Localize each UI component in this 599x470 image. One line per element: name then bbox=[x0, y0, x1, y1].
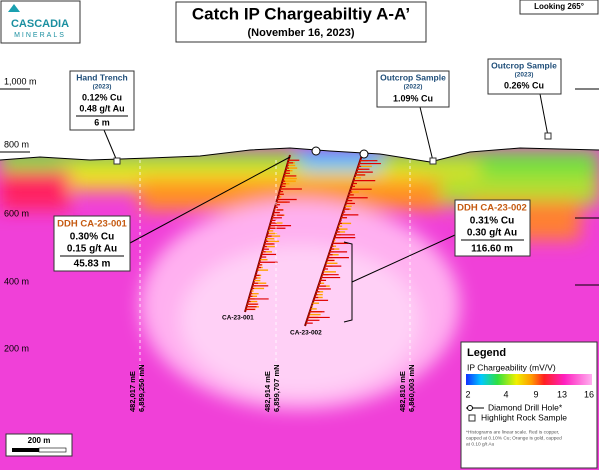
legend-note: *Histograms are linear scale. Red is cop… bbox=[466, 429, 559, 435]
callout-value: 0.26% Cu bbox=[504, 80, 544, 90]
callout-value: 45.83 m bbox=[74, 259, 111, 270]
callout-title: DDH CA-23-002 bbox=[457, 203, 527, 214]
northing: 6,859,707 mN bbox=[272, 364, 281, 412]
title: Catch IP Chargeabiltiy A-A’ bbox=[192, 4, 410, 23]
coordinates: 482,017 mE 6,859,250 mN 482,914 mE 6,859… bbox=[128, 160, 416, 412]
callout-title: Outcrop Sample bbox=[491, 60, 557, 70]
view-box bbox=[519, 0, 599, 15]
hole-callout: DDH CA-23-001 0.30% Cu 0.15 g/t Au 45.83… bbox=[53, 156, 291, 272]
hole-label: CA-23-002 bbox=[290, 330, 322, 337]
callout-value: 0.31% Cu bbox=[470, 216, 514, 227]
callout-value: 0.48 g/t Au bbox=[79, 103, 124, 113]
elevation-label: 200 m bbox=[4, 343, 29, 353]
legend-item: Diamond Drill Hole* bbox=[488, 402, 563, 412]
leader bbox=[129, 156, 291, 244]
subtitle: (November 16, 2023) bbox=[248, 27, 355, 39]
callout-box bbox=[487, 58, 562, 95]
callout-box bbox=[454, 199, 531, 257]
leader bbox=[419, 106, 434, 162]
callout-value: 0.15 g/t Au bbox=[67, 244, 117, 255]
callout-value: 1.09% Cu bbox=[393, 93, 433, 103]
easting: 482,017 mE bbox=[128, 371, 137, 412]
drill-holes: CA-23-001 CA-23-002 bbox=[222, 146, 381, 337]
scale-bar bbox=[38, 447, 67, 453]
callout-title: Outcrop Sample bbox=[380, 72, 446, 82]
legend: Legend IP Chargeability (mV/V) 2 4 9 13 16 D… bbox=[460, 341, 598, 469]
callout-year: (2022) bbox=[404, 84, 423, 91]
callout-value: 0.30 g/t Au bbox=[467, 228, 517, 239]
colorbar-tick: 4 bbox=[503, 389, 508, 399]
elevation-label: 1,000 m bbox=[4, 76, 37, 86]
leader bbox=[343, 234, 456, 323]
title-box bbox=[175, 1, 427, 43]
elevation-label: 400 m bbox=[4, 276, 29, 286]
easting: 482,810 mE bbox=[398, 371, 407, 412]
callout-value: 0.30% Cu bbox=[70, 232, 114, 243]
colorbar-tick: 9 bbox=[533, 389, 538, 399]
legend-item: Highlight Rock Sample bbox=[481, 412, 567, 422]
sample-callout: Outcrop Sample (2022) 1.09% Cu bbox=[376, 70, 450, 165]
logo-name: CASCADIA bbox=[11, 18, 69, 30]
elevation-label: 800 m bbox=[4, 139, 29, 149]
collar bbox=[311, 146, 321, 156]
leader bbox=[539, 93, 549, 137]
sample-marker bbox=[429, 157, 437, 165]
easting: 482,914 mE bbox=[263, 371, 272, 412]
elevation-axis: 1,000 m 800 m 600 m 400 m 200 m bbox=[0, 76, 599, 353]
logo-sub: MINERALS bbox=[14, 32, 66, 39]
callout-box bbox=[69, 70, 135, 131]
callout-year: (2023) bbox=[93, 84, 112, 91]
collar bbox=[359, 149, 369, 159]
colorbar-tick: 16 bbox=[584, 389, 594, 399]
topography bbox=[0, 147, 599, 163]
colorbar-tick: 2 bbox=[465, 389, 470, 399]
callout-title: DDH CA-23-001 bbox=[57, 219, 127, 230]
legend-icon bbox=[467, 405, 473, 411]
hole-callout: DDH CA-23-002 0.31% Cu 0.30 g/t Au 116.6… bbox=[343, 199, 531, 323]
scale-label: 200 m bbox=[28, 436, 51, 445]
legend-icon bbox=[468, 414, 476, 422]
callout-value: 116.60 m bbox=[471, 244, 513, 255]
callout-box bbox=[376, 70, 450, 108]
callout-value: 0.12% Cu bbox=[82, 92, 122, 102]
callout-year: (2023) bbox=[515, 72, 534, 79]
legend-note: at 0.10 g/t Au bbox=[466, 441, 495, 447]
sample-marker bbox=[113, 157, 121, 165]
legend-box bbox=[460, 341, 598, 469]
view-direction: Looking 265° bbox=[534, 2, 584, 11]
leader bbox=[103, 129, 118, 162]
colorbar-tick: 13 bbox=[557, 389, 567, 399]
callout-title: Hand Trench bbox=[76, 72, 127, 82]
callout-box bbox=[53, 215, 131, 272]
hole-label: CA-23-001 bbox=[222, 315, 254, 322]
scale-bar bbox=[12, 448, 39, 452]
legend-note: capped at 0.10% Cu; Orange is gold, capp… bbox=[466, 435, 562, 441]
northing: 6,860,003 mN bbox=[407, 364, 416, 412]
logo-icon bbox=[8, 4, 20, 12]
elevation-label: 600 m bbox=[4, 208, 29, 218]
colorbar-title: IP Chargeability (mV/V) bbox=[467, 362, 556, 372]
sample-callout: Outcrop Sample (2023) 0.26% Cu bbox=[487, 58, 562, 140]
northing: 6,859,250 mN bbox=[137, 364, 146, 412]
sample-callout: Hand Trench (2023) 0.12% Cu 0.48 g/t Au … bbox=[69, 70, 135, 165]
legend-title: Legend bbox=[467, 347, 506, 359]
sample-marker bbox=[544, 132, 552, 140]
colorbar bbox=[466, 374, 592, 385]
callout-value: 6 m bbox=[94, 117, 110, 127]
